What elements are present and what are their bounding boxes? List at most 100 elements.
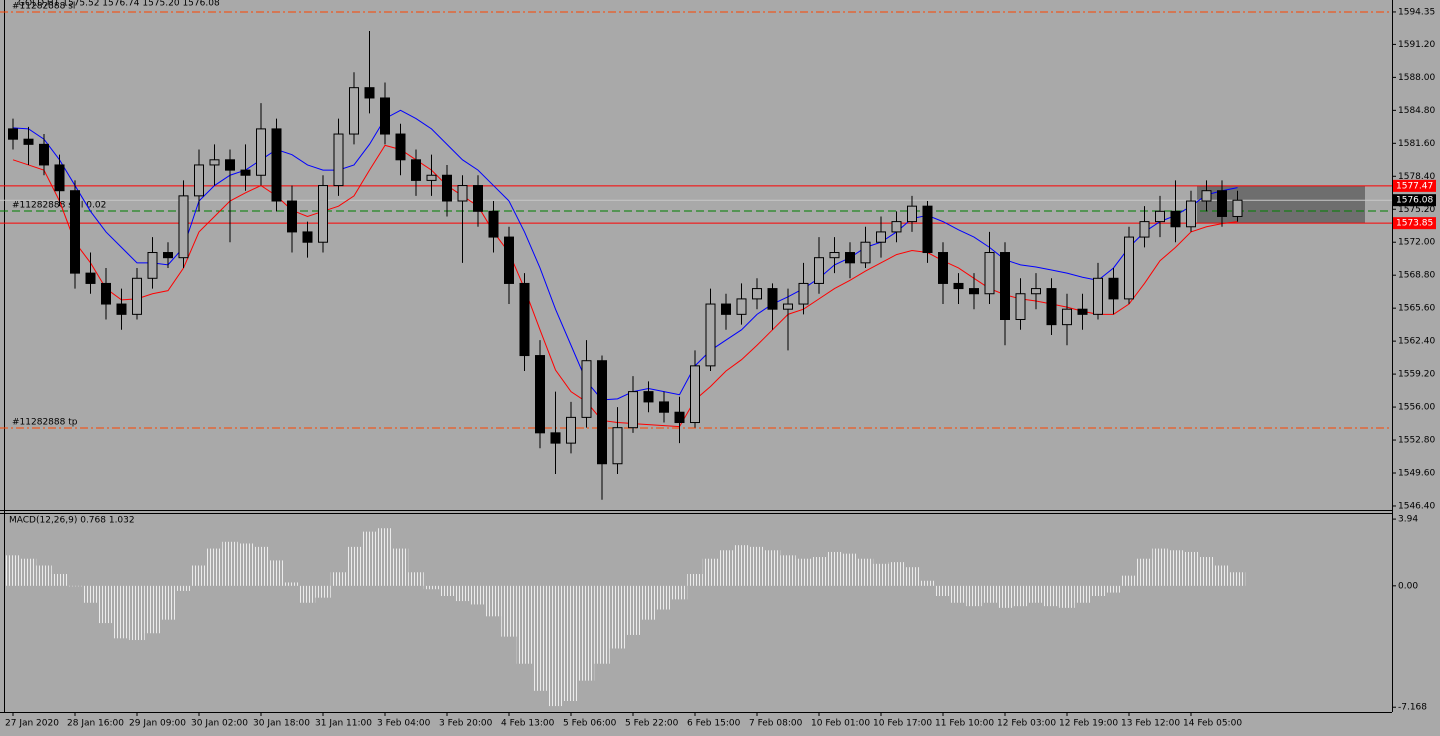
candle-body [380,97,390,135]
macd-bar [408,572,424,586]
candle-body [643,391,654,403]
macd-bar [966,585,982,607]
macd-bar [67,585,83,587]
candle-body [767,288,778,310]
y-tick-label: 1565.60 [1398,304,1435,314]
price-tag [1393,217,1436,230]
macd-bar [1059,585,1075,608]
candle-body [70,190,80,274]
macd-bar [454,585,471,602]
macd-bar [718,550,734,586]
candle-body [318,185,328,243]
candle-body [85,272,96,284]
candle-body [1217,190,1227,217]
candle-body [426,174,437,181]
x-tick-label: 28 Jan 16:00 [67,719,124,729]
order-label: #11282888 tp [12,417,78,427]
macd-bar [733,545,750,586]
candle-body [54,164,65,192]
x-tick-label: 10 Feb 01:00 [811,719,870,729]
macd-bar [594,585,610,664]
candle-body [395,133,406,161]
candle-body [147,252,158,279]
x-tick-label: 12 Feb 03:00 [997,719,1056,729]
y-tick-label: 0.00 [1398,581,1418,591]
candle-body [938,252,948,284]
macd-bar [501,585,517,637]
macd-bar [795,558,812,586]
candle-body [581,360,592,418]
macd-bar [516,585,533,664]
macd-bar [470,585,486,605]
macd-bar [625,585,641,635]
y-tick-label: 1546.40 [1398,501,1435,511]
macd-bar [873,563,889,586]
x-tick-label: 13 Feb 12:00 [1121,719,1180,729]
macd-bar [826,551,843,586]
candle-body [333,133,344,187]
candle-body [1093,277,1103,315]
candle-body [736,298,747,315]
macd-bar [361,531,378,586]
macd-bar [485,585,502,617]
price-tag [1393,179,1436,192]
candle-body [798,282,809,305]
macd-bar [780,555,796,586]
macd-bar [857,558,874,586]
candle-body [1015,293,1026,320]
candle-body [891,221,902,233]
candle-body [829,252,840,259]
candle-body [1077,308,1088,315]
y-tick-label: 1552.80 [1398,436,1435,446]
macd-bar [51,573,68,586]
candle-body [504,236,514,284]
macd-bar [1167,550,1184,586]
macd-bar [175,585,192,591]
macd-bar [98,585,114,624]
macd-bar [144,585,161,634]
x-tick-label: 10 Feb 17:00 [873,719,932,729]
candle-body [628,391,638,429]
candle-body [473,185,483,212]
macd-bar [640,585,657,620]
candle-body [1031,288,1041,295]
candle-body [519,282,530,357]
macd-bar [82,585,99,603]
y-tick-label: 1591.20 [1398,40,1435,50]
macd-bar [439,585,455,596]
y-tick-label: 1588.00 [1398,73,1435,83]
price-tag-label: 1573.85 [1396,219,1433,229]
candle-body [1139,221,1150,238]
x-tick-label: 14 Feb 05:00 [1183,719,1242,729]
y-tick-label: 1562.40 [1398,337,1435,347]
x-tick-label: 12 Feb 19:00 [1059,719,1118,729]
candle-body [23,138,34,145]
macd-bar [1012,585,1029,607]
macd-bar [811,557,827,586]
candle-body [209,159,220,166]
candle-body [550,432,561,444]
candle-body [194,164,204,197]
macd-bar [1229,572,1246,586]
y-tick-label: 1584.80 [1398,106,1435,116]
macd-bar [36,565,52,586]
macd-bar [160,585,176,620]
x-tick-label: 6 Feb 15:00 [687,719,741,729]
candle-body [845,252,855,264]
candle-body [1000,252,1010,320]
price-tag-label: 1576.08 [1396,196,1433,206]
macd-bar [1183,551,1199,586]
macd-bar [919,580,936,586]
x-tick-label: 29 Jan 09:00 [129,719,186,729]
macd-bar [237,543,254,586]
macd-bar [191,565,207,586]
macd-bar [563,585,579,701]
macd-bar [888,562,905,586]
macd-bar [997,585,1013,608]
macd-bar [1090,585,1106,596]
candle-body [597,360,607,465]
order-label: #11282888 sl [12,1,75,11]
y-tick-label: 1559.20 [1398,370,1435,380]
y-tick-label: 1556.00 [1398,403,1435,413]
